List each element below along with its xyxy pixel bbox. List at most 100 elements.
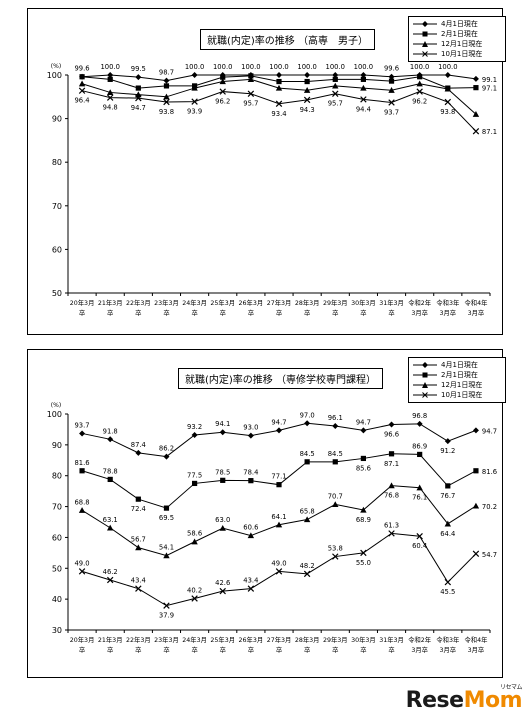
data-point [472, 75, 479, 82]
data-label: 100.0 [213, 63, 232, 71]
x-tick-label: 卒 [191, 308, 197, 317]
data-label: 94.7 [131, 104, 146, 112]
legend-item: 10月1日現在 [413, 390, 501, 400]
x-tick-label: 20年3月 [70, 635, 95, 644]
data-point [191, 538, 198, 545]
data-point [248, 478, 254, 484]
data-label: 94.7 [356, 418, 371, 426]
data-point [416, 420, 423, 427]
data-point [332, 90, 339, 97]
x-tick-label: 卒 [163, 308, 169, 317]
x-tick-label: 20年3月 [70, 298, 95, 307]
data-point [388, 78, 395, 84]
data-point [191, 98, 198, 105]
data-label: 94.8 [103, 104, 118, 112]
data-label: 93.7 [384, 108, 399, 116]
data-point [191, 84, 198, 91]
data-point [472, 128, 480, 135]
data-point [135, 74, 142, 81]
y-tick-label: 40 [52, 595, 62, 604]
data-point [360, 549, 367, 557]
data-label: 100.0 [354, 63, 373, 71]
data-point [360, 84, 367, 91]
data-label: 100.0 [326, 63, 345, 71]
legend: 4月1日現在 2月1日現在 12月1日現在 10月1日現在 [408, 357, 506, 403]
data-label: 81.6 [74, 459, 89, 467]
data-point [332, 82, 339, 89]
data-label: 93.9 [187, 108, 202, 116]
data-label: 64.4 [440, 530, 455, 538]
y-tick-label: 70 [52, 202, 62, 211]
data-point [444, 438, 451, 445]
series-0: 93.7 91.8 87.4 86.2 93.2 94.1 93.0 94.7 97.0 96.1… [74, 411, 497, 460]
chart-panel-senshu: 30 40 50 60 70 80 90 100 (%) 20年3月卒 21年3月卒 22年3月卒 23… [27, 349, 506, 678]
data-label: 96.1 [328, 414, 343, 422]
legend-item: 10月1日現在 [413, 49, 501, 59]
data-label: 64.1 [271, 513, 286, 521]
data-label: 97.1 [482, 85, 497, 93]
x-tick-label: 卒 [248, 645, 254, 654]
data-label: 37.9 [159, 612, 174, 620]
data-point [388, 73, 395, 80]
data-point [135, 544, 142, 551]
data-label: 77.1 [271, 473, 286, 481]
data-point [275, 568, 283, 575]
data-point [135, 85, 141, 91]
data-label: 95.7 [243, 100, 258, 108]
data-point [163, 83, 170, 89]
data-point [135, 94, 142, 102]
legend-item: 2月1日現在 [413, 29, 501, 39]
data-label: 94.7 [271, 418, 286, 426]
x-tick-label: 29年3月 [323, 635, 348, 644]
data-label: 99.1 [482, 76, 497, 84]
x-tick-label: 3月卒 [411, 308, 428, 317]
data-point [247, 585, 255, 592]
data-point [247, 432, 254, 439]
data-point [79, 74, 85, 80]
x-tick-label: 令和2年 [408, 635, 431, 644]
data-point [220, 477, 226, 483]
data-point [107, 76, 113, 82]
x-tick-label: 31年3月 [379, 635, 404, 644]
data-point [78, 568, 86, 575]
data-point [332, 553, 339, 560]
chart-kosen: 5060708090100(%)20年3月卒21年3月卒22年3月卒23年3月卒… [47, 63, 497, 317]
data-label: 42.6 [215, 579, 230, 587]
data-point [79, 468, 85, 474]
series-2: 68.8 63.1 56.7 54.1 58.6 63.0 60.6 64.1 65.8 70.7… [74, 482, 497, 559]
series-1: 97.1 [79, 73, 497, 93]
y-tick-label: 60 [52, 245, 62, 254]
x-tick-label: 24年3月 [182, 298, 207, 307]
data-point [417, 74, 423, 80]
x-tick-label: 22年3月 [126, 298, 151, 307]
data-point [360, 427, 367, 434]
x-tick-label: 31年3月 [379, 298, 404, 307]
chart-title: 就職(内定)率の推移 （高専 男子） [200, 29, 375, 50]
data-label: 72.4 [131, 505, 146, 513]
x-tick-label: 28年3月 [295, 635, 320, 644]
data-label: 96.8 [412, 412, 427, 420]
data-point [163, 93, 170, 100]
data-label: 49.0 [74, 559, 89, 567]
data-label: 97.0 [300, 411, 315, 419]
data-point [416, 80, 423, 87]
data-point [107, 524, 114, 531]
data-point [304, 78, 310, 85]
data-point [107, 72, 114, 78]
data-label: 86.2 [159, 445, 174, 453]
data-label: 40.2 [187, 587, 202, 595]
data-label: 96.4 [74, 97, 89, 105]
data-label: 76.1 [412, 494, 427, 502]
data-point [304, 420, 311, 427]
data-point [163, 77, 170, 84]
data-point [276, 482, 282, 488]
data-label: 49.0 [271, 559, 286, 567]
data-label: 93.8 [440, 108, 455, 116]
data-point [191, 72, 198, 78]
data-label: 46.2 [103, 568, 118, 576]
x-tick-label: 令和2年 [408, 298, 431, 307]
x-tick-label: 27年3月 [267, 298, 292, 307]
data-point [472, 111, 480, 117]
data-point [332, 459, 338, 465]
x-tick-label: 3月卒 [411, 645, 428, 654]
